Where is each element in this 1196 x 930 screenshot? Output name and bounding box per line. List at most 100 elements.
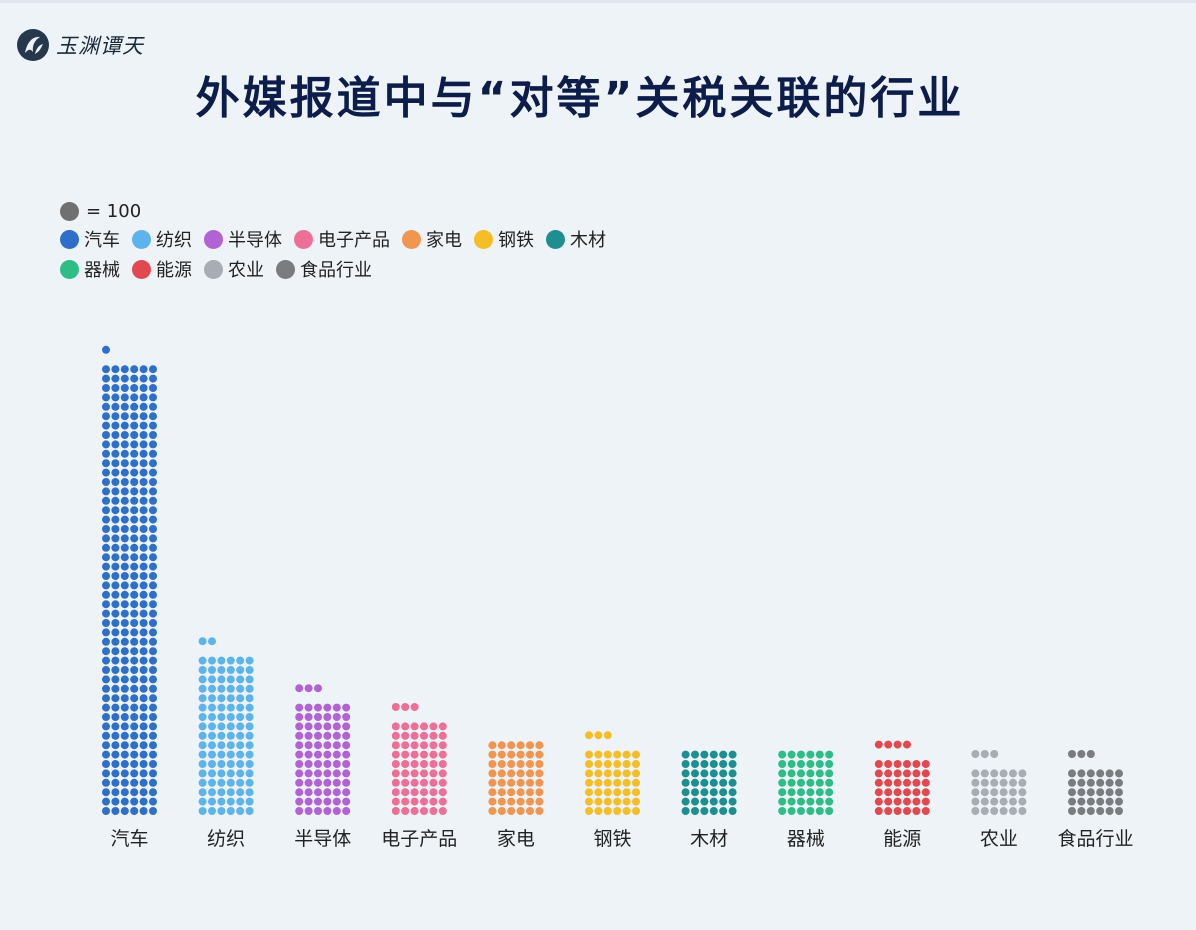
waffle-dot — [990, 807, 999, 815]
waffle-dot — [149, 769, 157, 778]
waffle-dot — [700, 807, 709, 815]
waffle-dot — [1009, 769, 1017, 778]
waffle-dot — [1096, 788, 1105, 797]
waffle-dot — [139, 788, 148, 797]
waffle-dot — [295, 713, 304, 721]
waffle-dot — [102, 807, 110, 815]
waffle-dot — [226, 713, 235, 721]
waffle-dot — [130, 788, 139, 797]
waffle-dot — [526, 797, 534, 806]
waffle-column — [585, 731, 640, 815]
waffle-dot — [102, 797, 110, 806]
waffle-dot — [208, 807, 216, 815]
waffle-dot — [314, 684, 322, 693]
waffle-dot — [1105, 788, 1114, 797]
legend-label: 钢铁 — [498, 230, 534, 251]
waffle-dot — [120, 778, 129, 787]
waffle-dot — [691, 760, 699, 768]
waffle-dot — [1068, 750, 1076, 758]
waffle-dot — [681, 797, 690, 806]
waffle-dot — [102, 449, 110, 458]
waffle-dot — [497, 760, 506, 768]
waffle-dot — [535, 797, 544, 806]
waffle-dot — [709, 788, 718, 797]
waffle-dot — [236, 750, 245, 759]
waffle-dot — [139, 468, 148, 477]
waffle-dot — [139, 365, 148, 374]
waffle-dot — [691, 797, 699, 806]
waffle-dot — [111, 534, 120, 543]
waffle-dot — [488, 741, 497, 750]
waffle-dot — [102, 393, 110, 402]
waffle-dot — [120, 553, 129, 562]
waffle-dot — [149, 741, 157, 750]
waffle-dot — [120, 506, 129, 515]
waffle-dot — [391, 769, 400, 778]
waffle-dot — [681, 760, 690, 768]
waffle-dot — [1105, 778, 1114, 787]
waffle-dot — [613, 797, 622, 806]
waffle-dot — [139, 760, 148, 768]
waffle-dot — [120, 741, 129, 750]
waffle-dot — [208, 722, 216, 731]
waffle-dot — [120, 731, 129, 740]
waffle-dot — [1068, 797, 1076, 806]
waffle-dot — [149, 807, 157, 815]
waffle-dot — [332, 797, 341, 806]
waffle-dot — [332, 713, 341, 721]
waffle-dot — [245, 797, 254, 806]
waffle-dot — [130, 647, 139, 656]
waffle-dot — [700, 797, 709, 806]
waffle-dot — [149, 760, 157, 768]
waffle-dot — [700, 778, 709, 787]
legend-label: 农业 — [228, 260, 264, 281]
waffle-dot — [102, 374, 110, 383]
waffle-dot — [594, 731, 603, 740]
waffle-dot — [332, 788, 341, 797]
waffle-dot — [120, 431, 129, 439]
waffle-dot — [102, 534, 110, 543]
legend-dot-icon — [474, 229, 493, 249]
waffle-dot — [787, 769, 796, 778]
waffle-dot — [111, 647, 120, 656]
legend-label: 器械 — [84, 260, 120, 281]
waffle-dot — [139, 525, 148, 533]
waffle-dot — [912, 760, 921, 768]
legend-item: 汽车 — [60, 226, 120, 252]
waffle-dot — [198, 713, 207, 721]
waffle-dot — [585, 769, 593, 778]
waffle-dot — [429, 788, 438, 797]
waffle-dot — [778, 807, 787, 815]
legend-dot-icon — [204, 259, 223, 279]
legend-item: 农业 — [204, 256, 264, 282]
waffle-dot — [304, 760, 313, 768]
legend-dot-icon — [204, 229, 223, 249]
waffle-dot — [130, 807, 139, 815]
waffle-dot — [709, 778, 718, 787]
waffle-dot — [893, 769, 902, 778]
waffle-dot — [401, 778, 410, 787]
waffle-dot — [874, 769, 883, 778]
waffle-dot — [120, 684, 129, 693]
waffle-dot — [149, 619, 157, 627]
waffle-dot — [797, 807, 805, 815]
waffle-dot — [130, 468, 139, 477]
waffle-dot — [1068, 807, 1076, 815]
waffle-dot — [139, 534, 148, 543]
waffle-dot — [420, 807, 428, 815]
waffle-dot — [208, 703, 216, 712]
waffle-dot — [198, 731, 207, 740]
waffle-dot — [691, 807, 699, 815]
legend-item: 钢铁 — [474, 226, 534, 252]
waffle-dot — [719, 769, 728, 778]
waffle-dot — [980, 788, 989, 797]
waffle-dot — [120, 797, 129, 806]
waffle-dot — [120, 440, 129, 449]
waffle-dot — [139, 553, 148, 562]
waffle-dot — [139, 515, 148, 524]
waffle-dot — [1105, 769, 1114, 778]
waffle-dot — [120, 760, 129, 768]
waffle-dot — [111, 807, 120, 815]
waffle-dot — [139, 543, 148, 552]
waffle-dot — [139, 431, 148, 439]
